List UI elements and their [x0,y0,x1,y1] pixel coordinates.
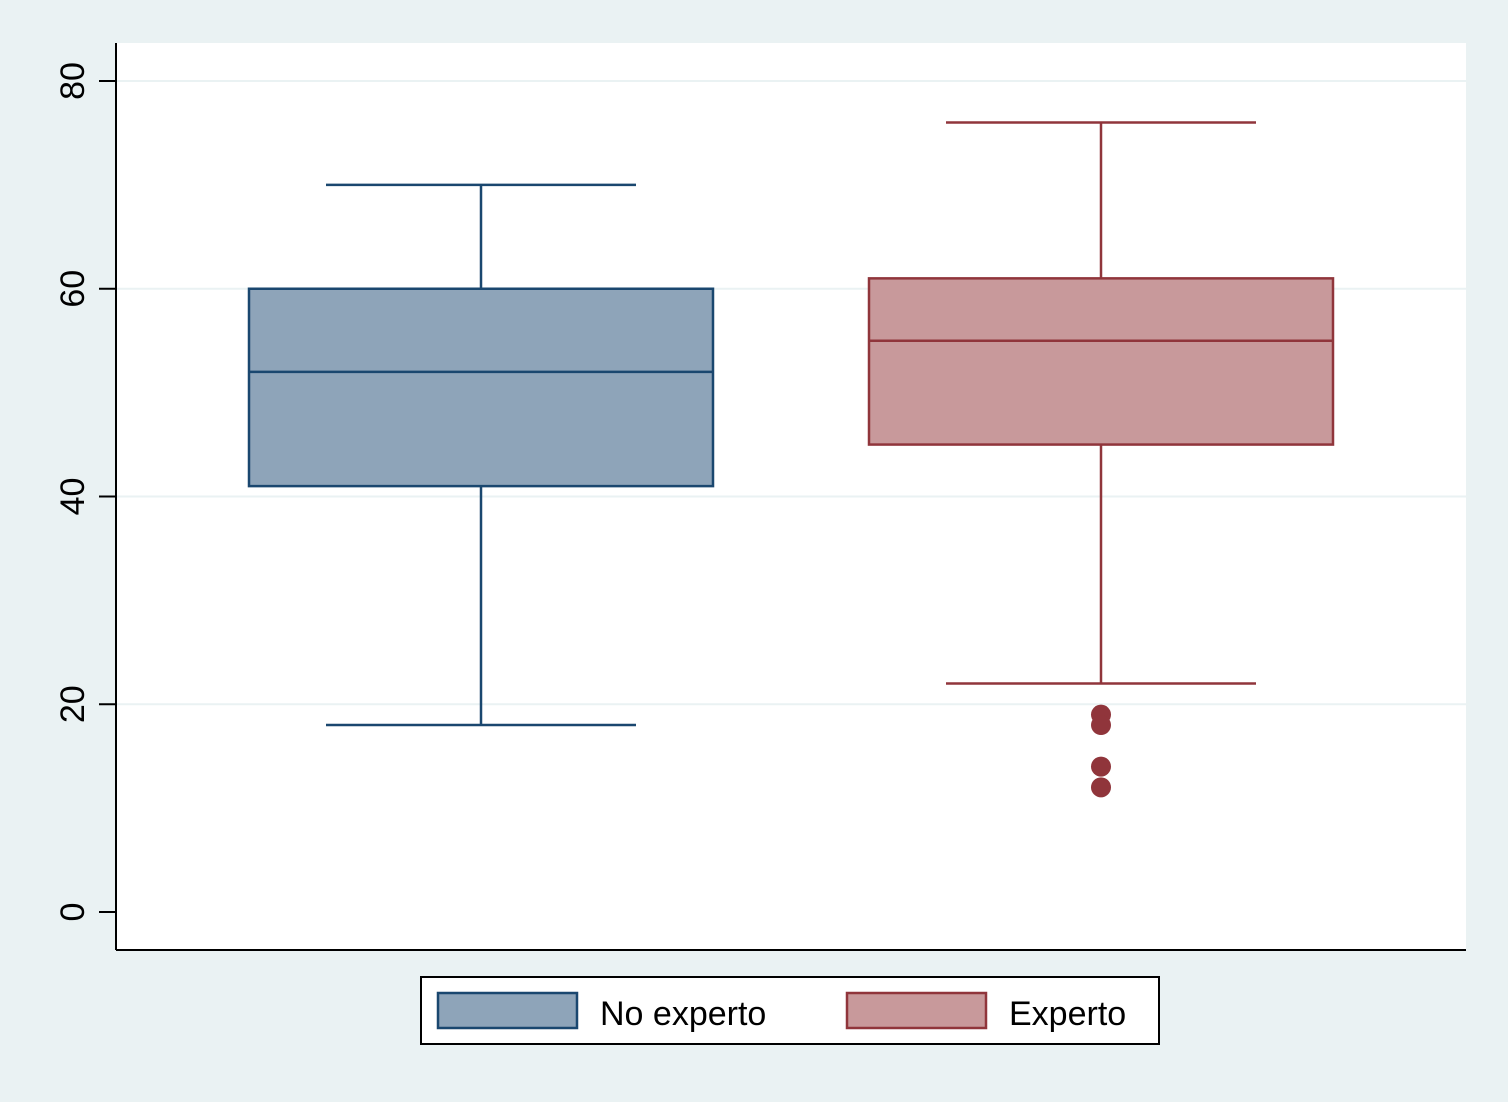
legend-label: Experto [1009,995,1126,1033]
box-iqr [247,287,715,488]
outlier-point [1091,756,1111,777]
legend-key [845,991,988,1030]
legend-key [436,991,579,1030]
outlier-point [1091,777,1111,798]
y-tick-label: 40 [54,478,92,516]
y-tick-label: 20 [54,685,92,723]
box-group [867,121,1335,798]
y-tick-label: 0 [54,903,92,922]
box-iqr [867,277,1335,446]
boxes [247,121,1335,798]
outlier-point [1091,715,1111,736]
box-group [247,183,715,727]
y-tick-label: 80 [54,62,92,100]
legend: No experto Experto [420,976,1160,1045]
legend-label: No experto [600,995,766,1033]
y-axis: 0 20 40 60 80 [54,43,1466,951]
y-tick-label: 60 [54,270,92,308]
